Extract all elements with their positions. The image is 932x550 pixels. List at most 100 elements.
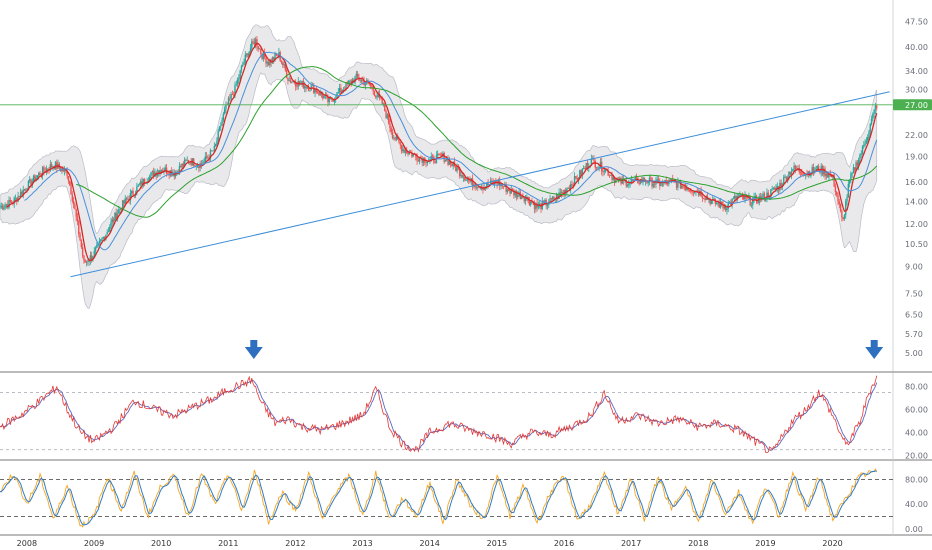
candle-body [204,156,207,162]
candle-body [304,86,306,89]
candle-body [672,178,674,181]
candle-body [52,166,54,168]
candle-body [273,57,275,61]
candle-body [502,186,505,187]
candle-body [223,108,226,114]
candle-body [267,61,270,66]
candle-body [80,240,83,248]
candle-body [23,189,26,190]
candle-body [741,193,744,196]
price-tick-label: 5.70 [905,330,923,339]
candle-body [14,197,17,199]
candle-body [298,80,301,84]
candle-body [651,177,653,187]
candle-body [425,162,427,164]
osc1-tick-label: 20.00 [905,451,928,460]
candle-body [198,165,200,168]
candle-body [865,140,868,144]
candle-body [236,79,239,85]
candle-body [118,209,120,214]
candle-body [612,177,615,180]
price-tick-label: 10.50 [905,240,928,249]
candle-body [585,163,587,169]
osc2-d-line [0,470,877,526]
candle-body [327,95,329,103]
candle-body [89,255,92,261]
candle-body [549,198,551,204]
candle-body [25,189,27,191]
candle-body [634,177,636,180]
candle-body [220,125,222,127]
candle-body [790,171,793,175]
candle-body [460,175,462,176]
candle-body [247,53,249,57]
candle-body [708,199,710,200]
candle-body [746,197,749,199]
candle-body [181,163,183,168]
candle-body [0,205,2,207]
candle-body [594,160,596,168]
candle-body [18,196,21,198]
candle-body [349,80,351,82]
candle-body [291,81,293,83]
candle-body [448,160,451,165]
candle-body [722,205,724,209]
candle-body [28,179,31,182]
candle-body [189,162,191,163]
candle-body [140,181,142,185]
candle-body [660,184,662,187]
candle-body [874,105,877,110]
candle-body [257,46,259,50]
osc2-tick-label: 0.00 [905,525,923,534]
candle-body [402,149,404,152]
candle-body [238,77,240,80]
candle-body [812,166,815,172]
candle-body [0,206,1,208]
oscillator-2-panel: 80.00 40.00 0.00 [0,461,928,535]
candle-body [67,176,70,182]
osc1-main-line [0,375,878,454]
candle-body [239,70,241,78]
candle-body [340,87,342,93]
candle-body [347,81,350,84]
candle-body [686,188,688,190]
candle-body [477,187,479,188]
candle-body [584,168,586,169]
candle-body [4,205,6,208]
moving-averages [6,42,878,262]
candle-body [845,201,847,216]
candle-body [3,207,5,210]
candle-body [570,184,572,190]
candle-body [369,84,372,87]
candle-body [564,189,567,194]
candle-body [8,199,10,208]
candle-body [854,167,856,171]
candle-body [417,160,420,162]
time-axis-label: 2014 [420,539,440,548]
candle-body [548,203,550,205]
price-tick-label: 7.50 [905,289,923,298]
candle-body [710,200,713,205]
candle-body [186,159,188,161]
candle-body [356,73,359,78]
candle-body [750,204,753,206]
candle-body [183,159,186,167]
candle-body [438,153,440,155]
candle-body [531,201,533,204]
candle-body [644,181,647,182]
price-panel [0,24,893,310]
candle-body [426,161,429,164]
candle-body [43,167,45,172]
candle-body [464,176,466,181]
candle-body [302,80,305,89]
candle-body [458,168,461,176]
candle-body [755,196,758,202]
candle-body [373,91,376,96]
candle-body [74,204,76,210]
candle-body [562,192,564,194]
candle-body [151,171,154,173]
candle-body [683,186,686,188]
candle-body [559,192,562,194]
candle-body [380,97,382,99]
time-axis-label: 2020 [822,539,842,548]
